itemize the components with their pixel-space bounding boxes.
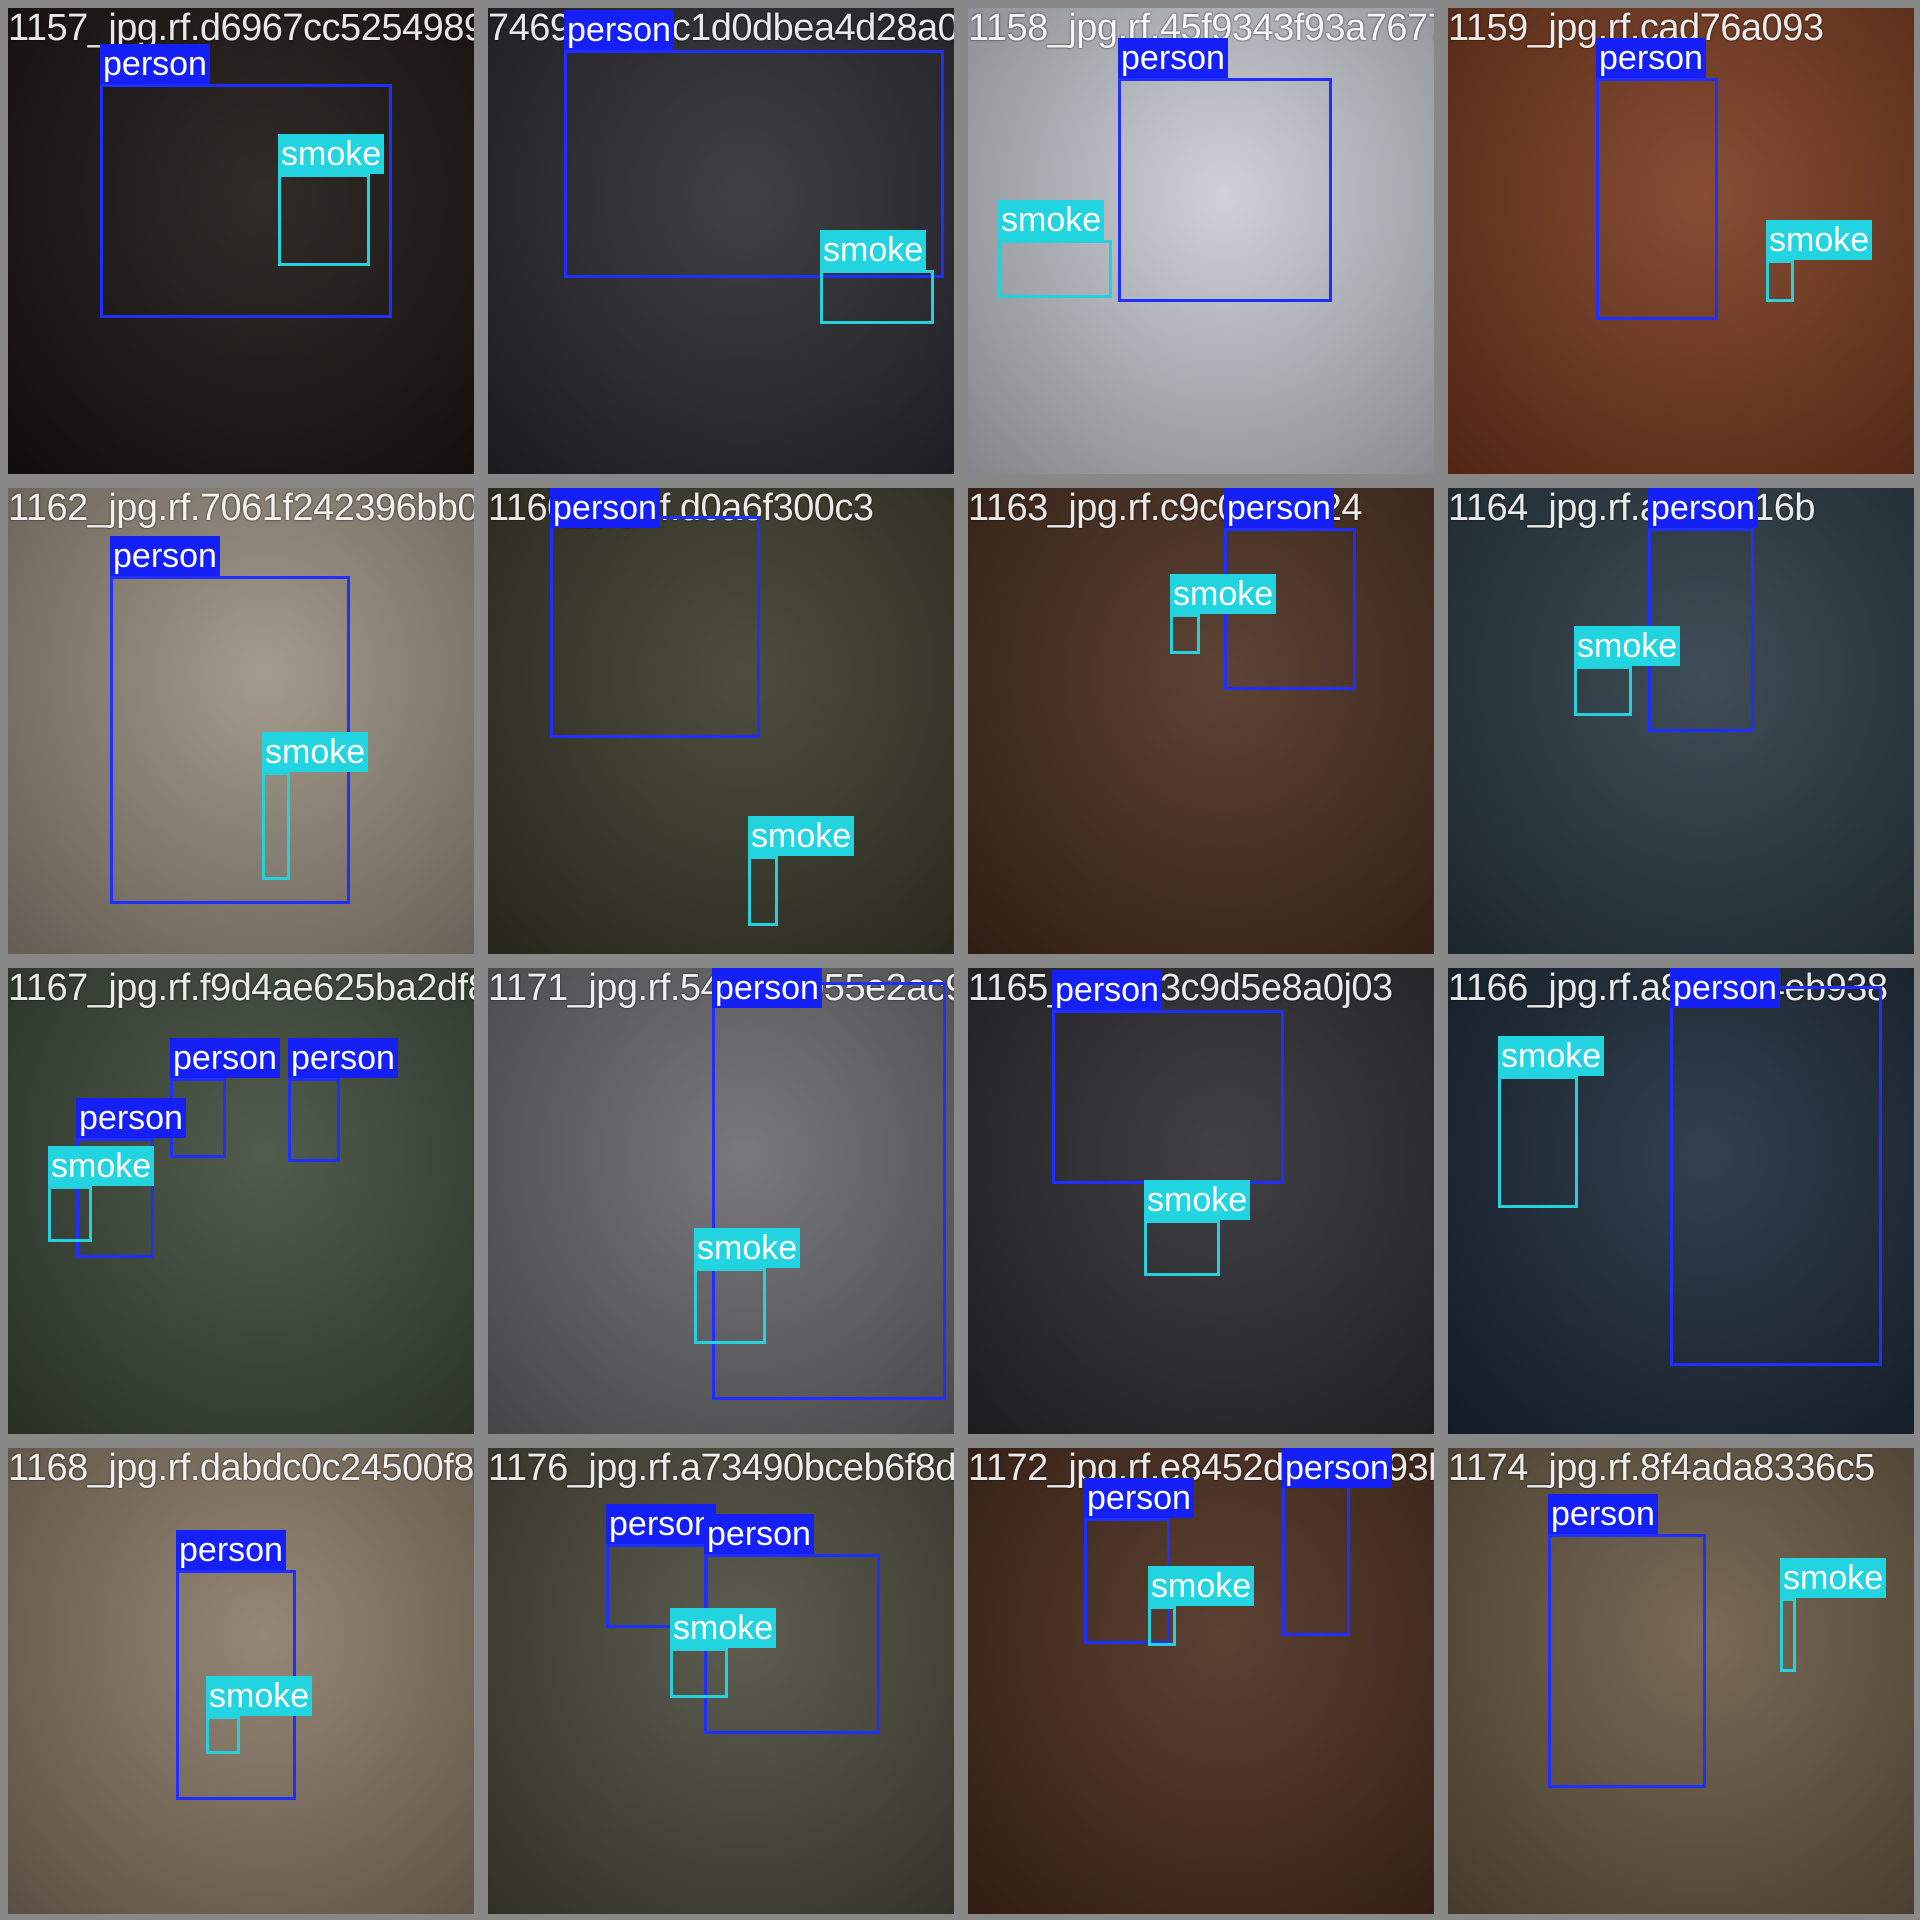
person-label: person [1118,38,1228,78]
image-filename: 1168_jpg.rf.dabdc0c24500f80c76 [8,1448,474,1489]
mosaic-tile: 1176_jpg.rf.a73490bceb6f8d712059personpe… [488,1448,954,1914]
smoke-bounding-box [748,856,778,926]
person-label: person [1052,970,1162,1010]
smoke-bounding-box [262,772,290,880]
smoke-bounding-box [1574,666,1632,716]
smoke-bounding-box [278,174,370,266]
smoke-bounding-box [820,270,934,324]
smoke-label: smoke [1574,626,1681,666]
image-filename: 1162_jpg.rf.7061f242396bb06e1 [8,488,474,529]
person-label: person [1084,1478,1194,1518]
person-label: person [550,488,660,528]
person-bounding-box [288,1078,340,1162]
image-filename: 1176_jpg.rf.a73490bceb6f8d712059 [488,1448,954,1489]
person-label: person [110,536,220,576]
mosaic-tile: 1166_jpg.rf.a8abd44eb938 person smoke [1448,968,1914,1434]
smoke-label: smoke [670,1608,777,1648]
person-label: person [100,44,210,84]
photo-shading [968,1448,1434,1914]
smoke-label: smoke [694,1228,801,1268]
person-label: person [1548,1494,1658,1534]
person-bounding-box [1118,78,1332,302]
smoke-bounding-box [1766,260,1794,302]
smoke-label: smoke [1144,1180,1251,1220]
image-filename: 1174_jpg.rf.8f4ada8336c5 [1448,1448,1875,1489]
photo-shading [488,968,954,1434]
smoke-bounding-box [694,1268,766,1344]
smoke-label: smoke [48,1146,155,1186]
smoke-bounding-box [1170,614,1200,654]
image-filename: 1167_jpg.rf.f9d4ae625ba2df8af71e39 [8,968,474,1009]
smoke-label: smoke [1498,1036,1605,1076]
smoke-bounding-box [1780,1598,1796,1672]
smoke-label: smoke [1148,1566,1255,1606]
mosaic-tile: 1157_jpg.rf.d6967cc5254989f749person smok… [8,8,474,474]
person-bounding-box [100,84,392,318]
person-bounding-box [712,982,946,1400]
smoke-bounding-box [1148,1606,1176,1646]
photo-shading [8,488,474,954]
mosaic-tile: 1167_jpg.rf.f9d4ae625ba2df8af71e39person… [8,968,474,1434]
smoke-bounding-box [670,1648,728,1698]
image-filename: 7469_2c66c1d0dbea4d28a093 [488,8,954,49]
mosaic-tile: 1162_jpg.rf.7061f242396bb06e1person smoke [8,488,474,954]
person-bounding-box [550,516,760,738]
person-label: person [704,1514,814,1554]
person-label: person [288,1038,398,1078]
smoke-bounding-box [1498,1076,1578,1208]
smoke-label: smoke [820,230,927,270]
person-label: person [170,1038,280,1078]
mosaic-tile: 1171_jpg.rf.54fe9fb055e2ac9a885personsmo… [488,968,954,1434]
smoke-label: smoke [1780,1558,1887,1598]
person-bounding-box [1670,986,1882,1366]
person-label: person [1596,38,1706,78]
person-label: person [76,1098,186,1138]
mosaic-tile: 1163_jpg.rf.c9c00e0524 person smoke [968,488,1434,954]
smoke-bounding-box [1144,1220,1220,1276]
person-label: person [606,1504,716,1544]
smoke-label: smoke [748,816,855,856]
person-label: person [712,968,822,1008]
smoke-label: smoke [1766,220,1873,260]
mosaic-tile: 1160_jpg.rf.d0a6f300c3 person smoke [488,488,954,954]
person-label: person [1282,1448,1392,1488]
mosaic-tile: 1165_jpg.rf.3c9d5e8a0j03 person smoke [968,968,1434,1434]
smoke-label: smoke [278,134,385,174]
smoke-bounding-box [998,240,1112,298]
mosaic-tile: 1164_jpg.rf.a92f1916b person smoke [1448,488,1914,954]
person-bounding-box [1548,1534,1706,1788]
person-bounding-box [76,1138,154,1258]
person-label: person [1224,488,1334,528]
photo-shading [1448,488,1914,954]
person-bounding-box [1596,78,1718,320]
smoke-bounding-box [206,1716,240,1754]
mosaic-tile: 7469_2c66c1d0dbea4d28a093 person smoke [488,8,954,474]
photo-shading [968,488,1434,954]
person-bounding-box [564,50,944,278]
mosaic-tile: 1168_jpg.rf.dabdc0c24500f80c76person smok… [8,1448,474,1914]
smoke-label: smoke [1170,574,1277,614]
mosaic-tile: 1172_jpg.rf.e8452d1451093b6 person person s… [968,1448,1434,1914]
photo-shading [1448,1448,1914,1914]
smoke-label: smoke [262,732,369,772]
image-filename: 1157_jpg.rf.d6967cc5254989f749 [8,8,474,49]
image-filename: 1164_jpg.rf.a92f1916b [1448,488,1816,529]
person-label: person [1648,488,1758,528]
person-bounding-box [1282,1472,1350,1636]
person-label: person [564,10,674,50]
mosaic-tile: 1159_jpg.rf.cad76a093 person smoke [1448,8,1914,474]
person-label: person [1670,968,1780,1008]
mosaic-tile: 1158_jpg.rf.45f9343f93a767713396personsm… [968,8,1434,474]
person-bounding-box [1052,1010,1284,1184]
smoke-bounding-box [48,1186,92,1242]
smoke-label: smoke [998,200,1105,240]
smoke-label: smoke [206,1676,313,1716]
person-label: person [176,1530,286,1570]
photo-shading [488,488,954,954]
image-filename: 1165_jpg.rf.3c9d5e8a0j03 [968,968,1393,1009]
